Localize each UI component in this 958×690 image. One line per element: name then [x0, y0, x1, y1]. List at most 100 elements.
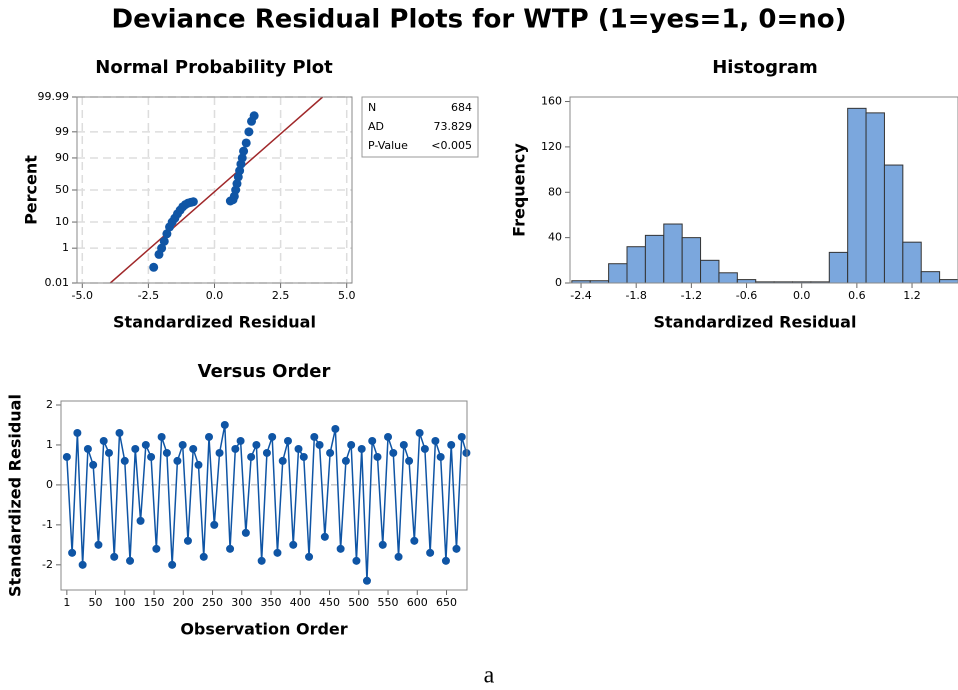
y-tick-label: 90 — [55, 151, 69, 164]
y-tick-label: 2 — [46, 398, 53, 411]
point — [394, 552, 403, 561]
line — [66, 424, 468, 581]
point — [294, 444, 303, 453]
point — [436, 452, 445, 461]
x-tick-label: 0.0 — [793, 289, 811, 302]
bar — [681, 237, 702, 284]
y-tick-label: 40 — [548, 231, 562, 244]
point — [252, 440, 261, 449]
y-tick-label: 50 — [55, 183, 69, 196]
point — [232, 179, 242, 189]
point — [441, 556, 450, 565]
point — [220, 420, 229, 429]
point — [99, 436, 108, 445]
point — [178, 440, 187, 449]
point — [205, 432, 214, 441]
y-tick-label: 99.99 — [38, 90, 70, 103]
panel-title: Versus Order — [198, 361, 331, 382]
panel-title: Histogram — [712, 57, 818, 78]
point — [78, 560, 87, 569]
y-tick-label: 1 — [46, 438, 53, 451]
point — [305, 552, 314, 561]
x-tick-label: 500 — [348, 596, 369, 609]
bar — [902, 241, 922, 284]
x-tick-label: 600 — [407, 596, 428, 609]
point — [149, 262, 159, 272]
x-axis-label: Observation Order — [180, 620, 347, 639]
y-tick-label: 1 — [62, 241, 69, 254]
point — [94, 540, 103, 549]
point — [310, 432, 319, 441]
point — [357, 444, 366, 453]
point — [241, 138, 251, 148]
point — [289, 540, 298, 549]
point — [373, 452, 382, 461]
panel: Histogram Standardized Residual Frequency -… — [510, 57, 958, 332]
x-tick-label: 50 — [89, 596, 103, 609]
point — [283, 436, 292, 445]
point — [278, 456, 287, 465]
point — [431, 436, 440, 445]
point — [415, 428, 424, 437]
point — [215, 448, 224, 457]
point — [457, 432, 466, 441]
x-tick-label: 0.0 — [206, 289, 224, 302]
bar — [939, 279, 958, 284]
point — [152, 544, 161, 553]
bar — [663, 223, 683, 284]
point — [447, 440, 456, 449]
point — [299, 452, 308, 461]
point — [273, 548, 282, 557]
point — [384, 432, 393, 441]
stat-value: 684 — [451, 101, 472, 114]
point — [336, 544, 345, 553]
stat-label: AD — [368, 120, 384, 133]
point — [452, 544, 461, 553]
point — [157, 432, 166, 441]
point — [110, 552, 119, 561]
stat-label: N — [368, 101, 376, 114]
y-axis-label: Percent — [22, 155, 41, 225]
point — [347, 440, 356, 449]
point — [257, 556, 266, 565]
point — [89, 460, 98, 469]
stat-label: P-Value — [368, 139, 408, 152]
y-tick-label: 10 — [55, 215, 69, 228]
x-tick-label: 550 — [378, 596, 399, 609]
point — [247, 452, 256, 461]
panel: Versus Order Observation Order Standardize… — [6, 361, 471, 639]
point — [162, 448, 171, 457]
x-tick-label: -0.6 — [736, 289, 757, 302]
point — [262, 448, 271, 457]
bar — [736, 279, 757, 284]
point — [405, 456, 414, 465]
point — [141, 440, 150, 449]
y-axis-label: Frequency — [510, 143, 529, 237]
x-tick-label: 5.0 — [338, 289, 356, 302]
fit-line — [109, 96, 324, 284]
stats-box — [361, 96, 479, 158]
bar — [700, 259, 720, 284]
x-tick-label: -1.2 — [681, 289, 702, 302]
point — [268, 432, 277, 441]
x-tick-label: 400 — [290, 596, 311, 609]
point — [136, 516, 145, 525]
point — [241, 528, 250, 537]
point — [331, 424, 340, 433]
point — [237, 153, 247, 163]
point — [104, 448, 113, 457]
point — [231, 444, 240, 453]
point — [368, 436, 377, 445]
x-tick-label: -2.5 — [138, 289, 159, 302]
point — [68, 548, 77, 557]
point — [244, 127, 254, 137]
stat-value: <0.005 — [431, 139, 472, 152]
point — [420, 444, 429, 453]
point — [168, 560, 177, 569]
y-tick-label: 160 — [541, 95, 562, 108]
bar — [920, 271, 941, 284]
y-tick-label: 99 — [55, 125, 69, 138]
point — [62, 452, 71, 461]
x-tick-label: 150 — [144, 596, 165, 609]
x-tick-label: 250 — [202, 596, 223, 609]
